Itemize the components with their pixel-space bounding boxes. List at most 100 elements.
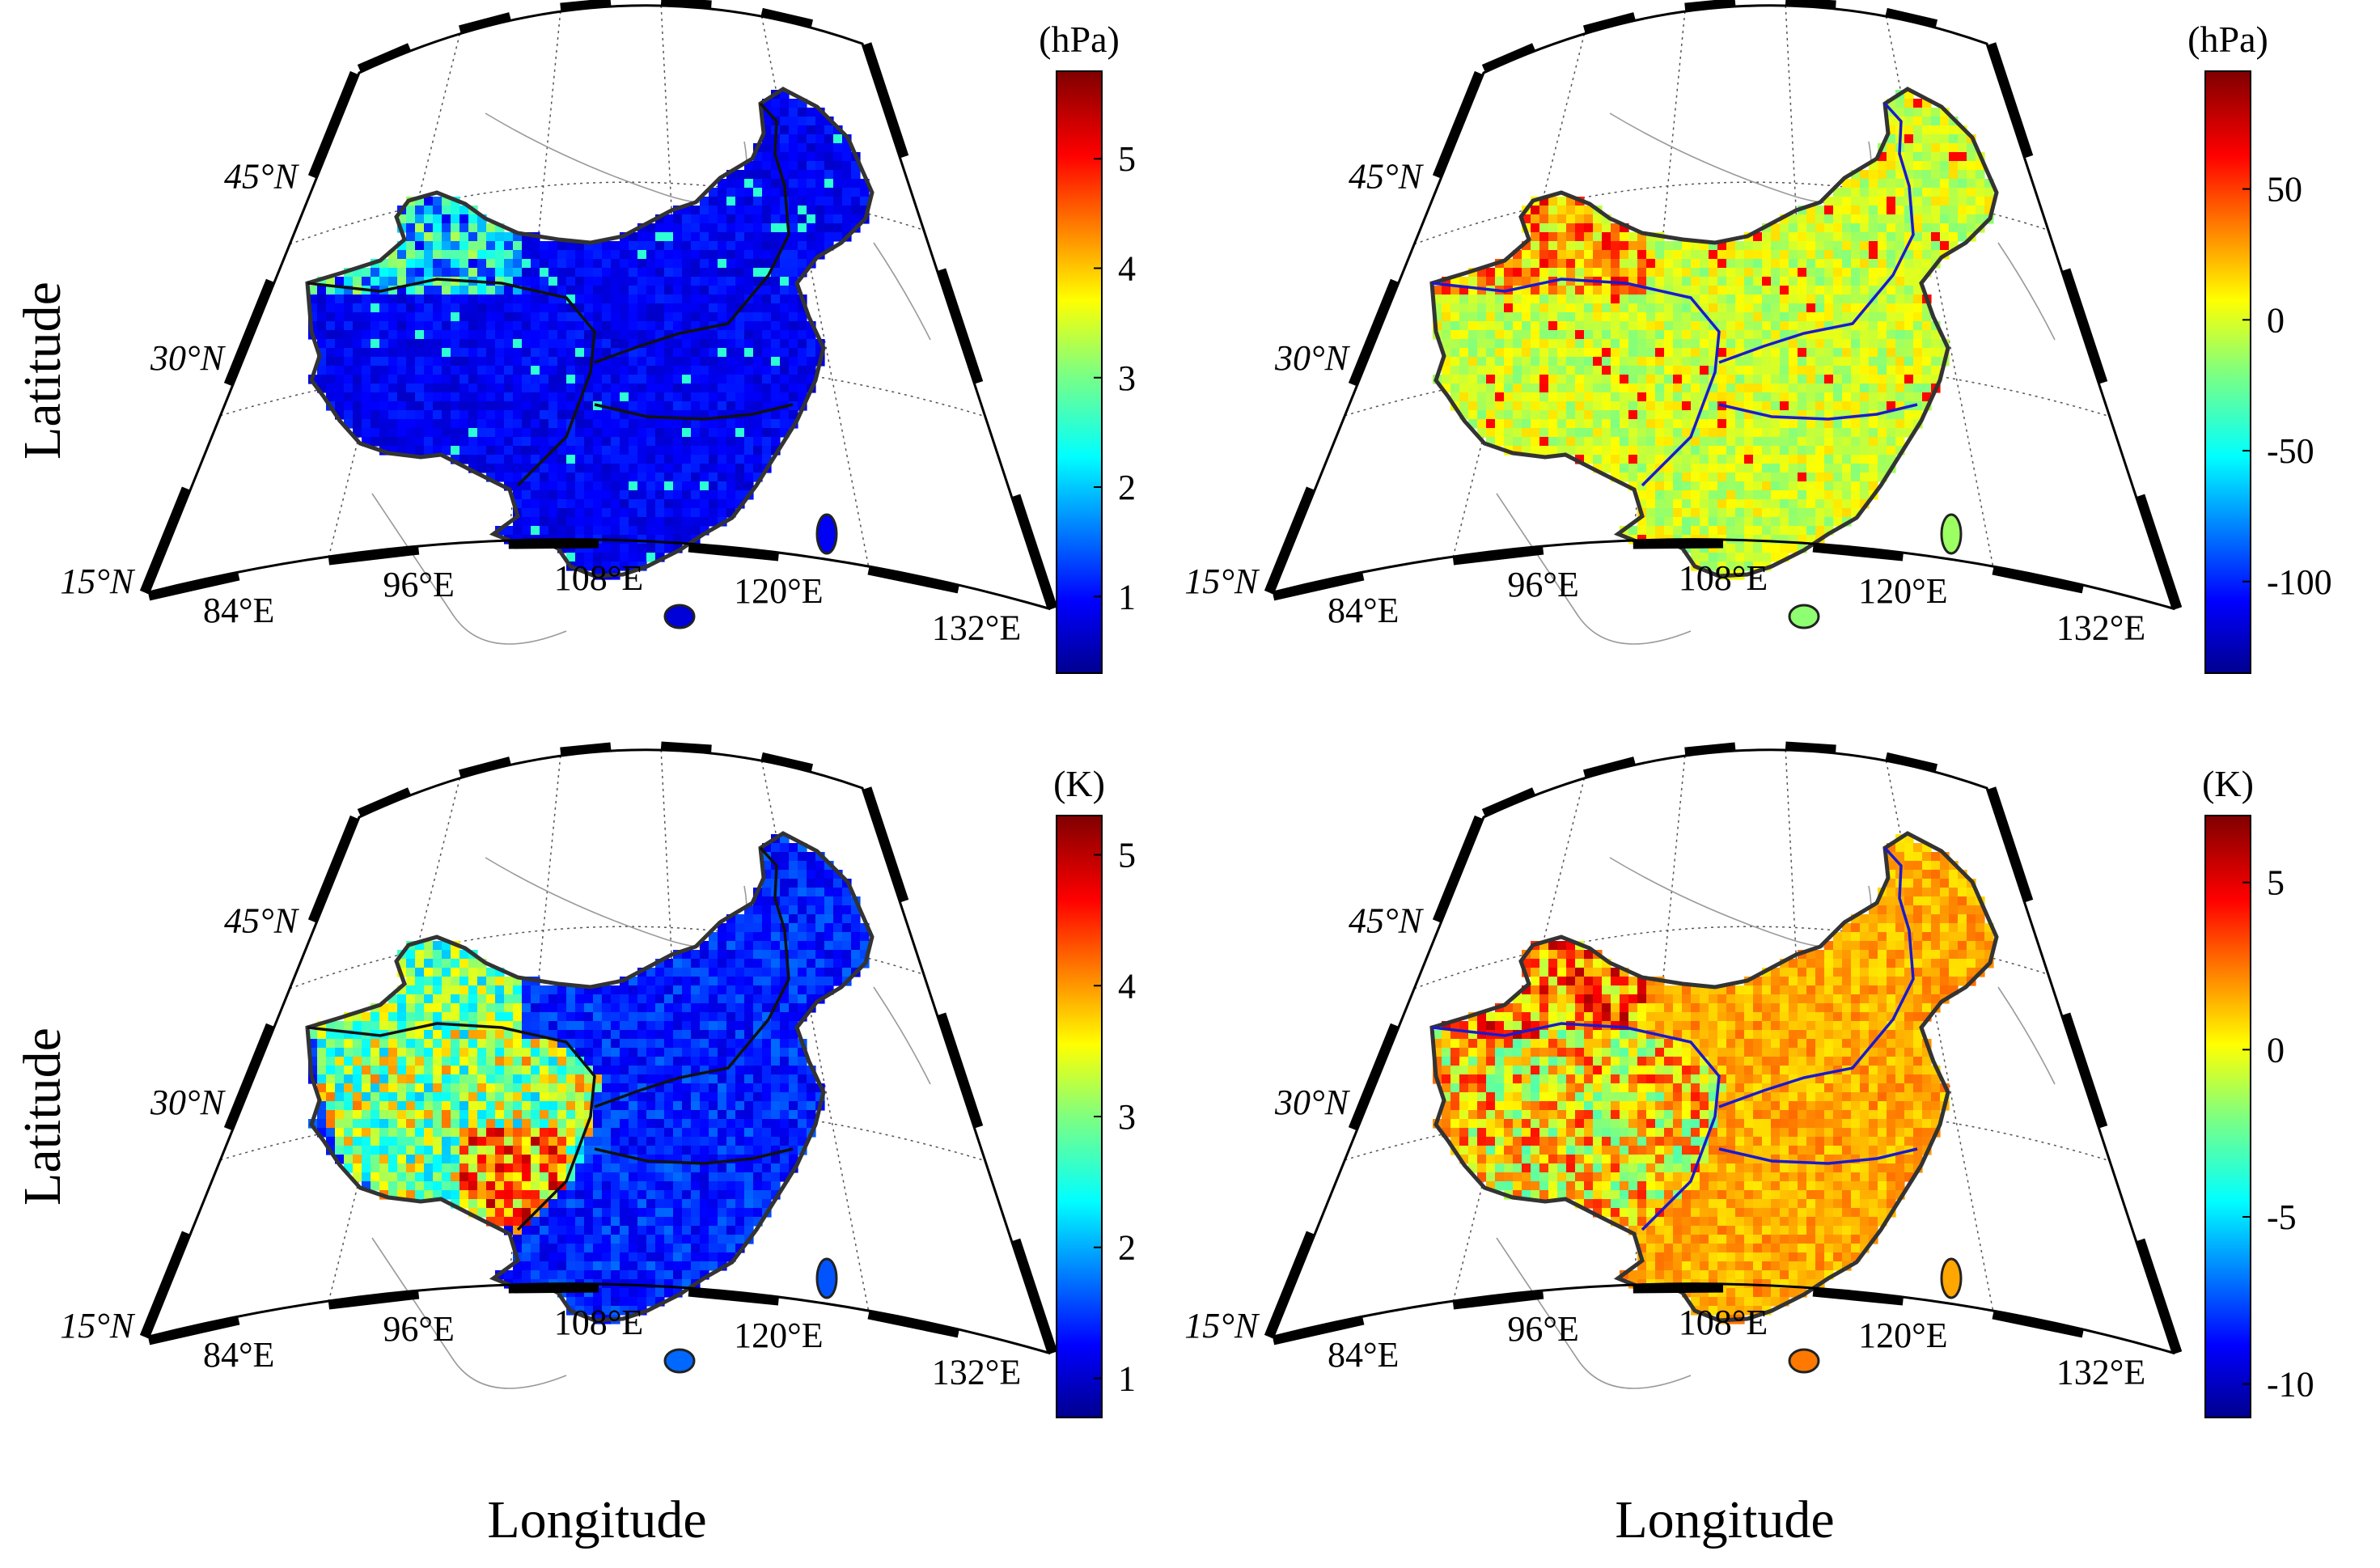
- data-cell: [655, 959, 665, 968]
- data-cell: [326, 1039, 336, 1049]
- data-cell: [1664, 366, 1674, 375]
- data-cell: [780, 1012, 790, 1022]
- data-cell: [557, 508, 567, 518]
- data-cell: [1450, 366, 1460, 375]
- data-cell: [709, 295, 718, 304]
- data-cell: [459, 214, 469, 224]
- data-cell: [593, 339, 603, 349]
- data-cell: [798, 117, 807, 126]
- data-cell: [1851, 321, 1861, 331]
- data-cell: [673, 1083, 683, 1093]
- data-cell: [557, 321, 567, 331]
- data-cell: [1442, 295, 1451, 304]
- data-cell: [620, 1057, 629, 1066]
- data-cell: [504, 250, 514, 260]
- data-cell: [317, 357, 327, 367]
- data-cell: [584, 357, 594, 367]
- data-cell: [495, 295, 505, 304]
- data-cell: [1940, 125, 1950, 135]
- data-cell: [540, 312, 549, 322]
- data-cell: [1531, 348, 1540, 358]
- data-cell: [1798, 223, 1807, 233]
- data-cell: [1887, 384, 1896, 393]
- data-cell: [735, 455, 745, 464]
- data-cell: [1673, 499, 1683, 509]
- data-cell: [1584, 410, 1594, 420]
- data-cell: [1744, 392, 1754, 402]
- data-cell: [1700, 401, 1709, 411]
- data-cell: [1566, 197, 1576, 206]
- data-cell: [744, 1101, 754, 1111]
- data-cell: [771, 941, 781, 951]
- data-cell: [540, 268, 549, 278]
- data-cell: [1717, 303, 1727, 313]
- data-cell: [362, 277, 371, 286]
- data-cell: [1904, 143, 1914, 153]
- data-cell: [1637, 428, 1647, 438]
- data-cell: [1806, 481, 1816, 491]
- data-cell: [1833, 490, 1843, 500]
- data-cell: [513, 473, 523, 482]
- data-cell: [1842, 348, 1852, 358]
- data-cell: [1922, 108, 1932, 117]
- data-cell: [1806, 259, 1816, 269]
- data-cell: [1806, 526, 1816, 536]
- data-cell: [1913, 206, 1923, 215]
- data-cell: [1557, 232, 1567, 242]
- data-cell: [504, 419, 514, 429]
- data-cell: [1709, 268, 1718, 278]
- data-cell: [1717, 250, 1727, 260]
- data-cell: [1940, 152, 1950, 162]
- data-cell: [468, 259, 478, 269]
- data-cell: [468, 375, 478, 384]
- data-cell: [1824, 392, 1834, 402]
- data-cell: [1557, 348, 1567, 358]
- data-cell: [664, 1039, 674, 1049]
- data-cell: [1762, 455, 1772, 464]
- data-cell: [1495, 401, 1505, 411]
- data-cell: [771, 321, 781, 331]
- data-cell: [584, 384, 594, 393]
- data-cell: [771, 197, 781, 206]
- data-cell: [513, 446, 523, 456]
- data-cell: [1780, 481, 1789, 491]
- data-cell: [771, 366, 781, 375]
- data-cell: [406, 419, 416, 429]
- data-cell: [584, 259, 594, 269]
- data-cell: [593, 562, 603, 571]
- data-cell: [780, 428, 790, 438]
- data-cell: [691, 384, 701, 393]
- data-cell: [646, 232, 656, 242]
- data-cell: [1798, 214, 1807, 224]
- data-cell: [1593, 428, 1603, 438]
- data-cell: [735, 179, 745, 189]
- data-cell: [1869, 455, 1878, 464]
- data-cell: [424, 232, 434, 242]
- data-cell: [655, 277, 665, 286]
- data-cell: [1700, 250, 1709, 260]
- data-cell: [735, 339, 745, 349]
- data-cell: [451, 1074, 460, 1084]
- data-cell: [406, 1057, 416, 1066]
- data-cell: [789, 357, 798, 367]
- data-cell: [1958, 223, 1967, 233]
- data-cell: [1913, 392, 1923, 402]
- data-cell: [718, 977, 727, 986]
- data-cell: [780, 384, 790, 393]
- data-cell: [780, 366, 790, 375]
- data-cell: [1504, 401, 1514, 411]
- data-cell: [531, 490, 540, 500]
- data-cell: [1726, 286, 1736, 295]
- data-cell: [486, 464, 496, 473]
- data-cell: [1726, 464, 1736, 473]
- data-cell: [415, 968, 425, 977]
- data-cell: [531, 1092, 540, 1102]
- data-cell: [655, 473, 665, 482]
- data-cell: [1539, 384, 1549, 393]
- data-cell: [522, 526, 531, 536]
- data-cell: [1878, 375, 1887, 384]
- data-cell: [780, 843, 790, 853]
- data-cell: [1744, 366, 1754, 375]
- data-cell: [1744, 339, 1754, 349]
- data-cell: [629, 232, 638, 242]
